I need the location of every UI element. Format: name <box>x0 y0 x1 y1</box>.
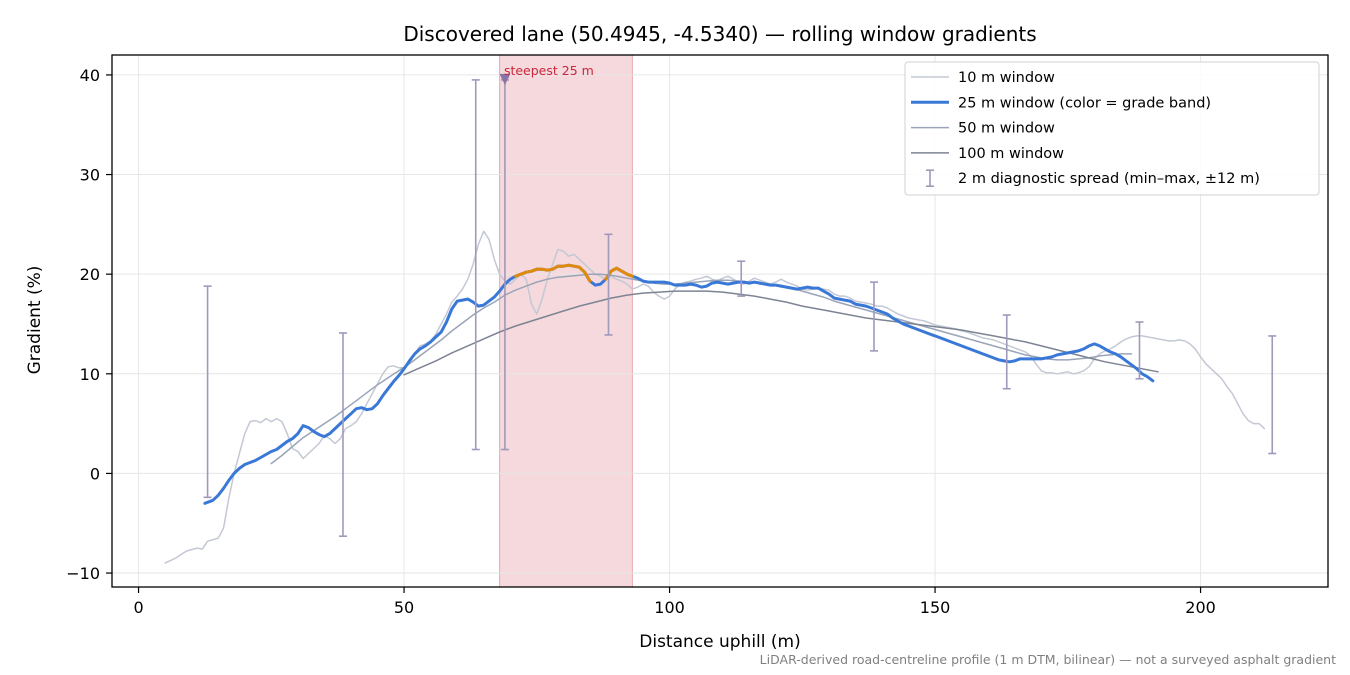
series-line-2 <box>270 273 1133 465</box>
annotation-layer: steepest 25 m <box>499 63 594 85</box>
y-tick-label: 30 <box>80 166 100 185</box>
legend-label: 100 m window <box>958 146 1064 162</box>
steepest-span <box>499 54 633 588</box>
x-tick-label: 100 <box>654 598 685 617</box>
tick-layer: 0 50 100 150 200 −10 0 10 20 30 40 <box>66 66 1216 617</box>
steepest-marker <box>499 73 511 85</box>
grade-band-segment <box>604 266 634 281</box>
y-tick-label: 40 <box>80 66 100 85</box>
footnote: LiDAR-derived road-centreline profile (1… <box>760 652 1336 667</box>
highlight-span-layer <box>499 54 633 588</box>
y-tick-label: −10 <box>66 564 100 583</box>
legend: 10 m window 25 m window (color = grade ba… <box>904 61 1320 196</box>
legend-label: 2 m diagnostic spread (min–max, ±12 m) <box>958 171 1260 187</box>
legend-label: 25 m window (color = grade band) <box>958 95 1211 111</box>
legend-label: 10 m window <box>958 70 1055 86</box>
errorbar-layer <box>203 79 1277 537</box>
x-axis-title: Distance uphill (m) <box>639 632 800 652</box>
steepest-label: steepest 25 m <box>504 63 594 78</box>
y-axis-title: Gradient (%) <box>25 266 45 375</box>
chart-title: Discovered lane (50.4945, -4.5340) — rol… <box>403 22 1036 46</box>
y-tick-label: 10 <box>80 365 100 384</box>
legend-label: 50 m window <box>958 121 1055 137</box>
series-layer <box>164 230 1266 564</box>
x-tick-label: 200 <box>1185 598 1216 617</box>
grade-band-segment <box>514 263 592 283</box>
plot-frame <box>111 54 1329 588</box>
legend-box <box>904 61 1320 196</box>
series-line-3 <box>403 290 1159 376</box>
x-tick-label: 50 <box>394 598 414 617</box>
series-line-0 <box>164 230 1266 564</box>
series-line-1 <box>203 263 1155 505</box>
y-tick-label: 0 <box>90 464 100 483</box>
x-tick-label: 0 <box>133 598 143 617</box>
x-tick-label: 150 <box>920 598 951 617</box>
y-tick-label: 20 <box>80 265 100 284</box>
